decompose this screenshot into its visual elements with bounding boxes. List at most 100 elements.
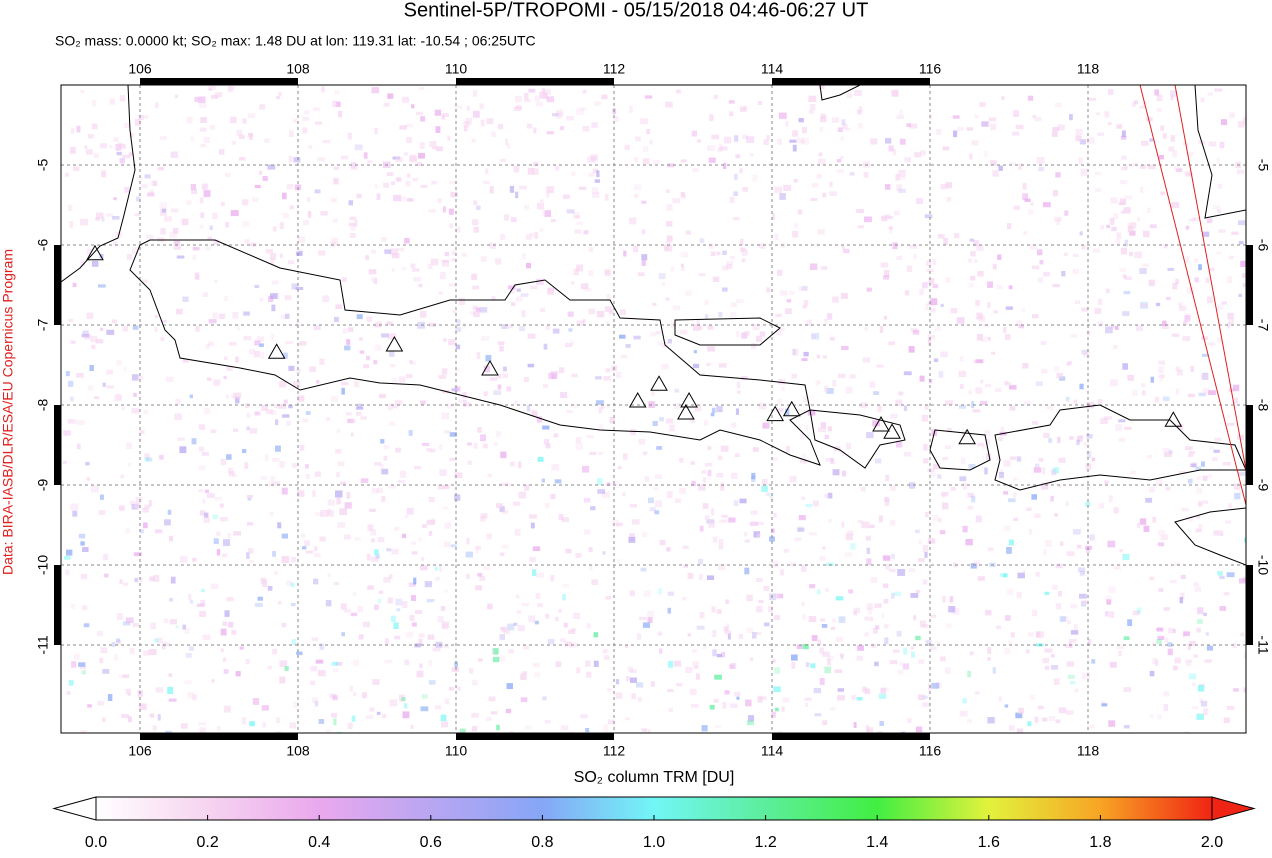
speckle (453, 105, 462, 109)
speckle (720, 445, 729, 452)
speckle (1051, 665, 1059, 670)
speckle (809, 584, 816, 589)
speckle (471, 726, 478, 732)
speckle (1097, 321, 1104, 327)
speckle (792, 230, 799, 238)
speckle (124, 186, 130, 193)
speckle (1184, 313, 1190, 320)
speckle (911, 651, 915, 658)
speckle (144, 453, 150, 459)
speckle (679, 487, 683, 494)
speckle (1121, 155, 1127, 160)
speckle (628, 536, 636, 543)
speckle (165, 730, 173, 733)
speckle (802, 644, 809, 650)
speckle (381, 333, 389, 338)
speckle (336, 472, 340, 478)
speckle (775, 707, 779, 712)
speckle (899, 661, 903, 667)
speckle (398, 694, 405, 702)
speckle (767, 493, 774, 497)
speckle (967, 505, 974, 510)
speckle (301, 546, 307, 550)
speckle (501, 324, 508, 329)
speckle (524, 484, 530, 491)
speckle (1026, 507, 1032, 512)
speckle (729, 311, 737, 319)
speckle (1101, 703, 1108, 707)
speckle (580, 714, 588, 719)
speckle (840, 451, 845, 457)
speckle (479, 307, 488, 313)
coast-lombok (929, 429, 991, 471)
speckle (926, 268, 935, 272)
speckle (828, 519, 832, 523)
speckle (469, 311, 476, 315)
speckle (148, 649, 157, 656)
speckle (554, 166, 560, 171)
speckle (1055, 603, 1062, 610)
speckle (888, 145, 894, 152)
volcano (481, 359, 499, 376)
speckle (380, 237, 387, 242)
speckle (410, 725, 414, 729)
speckle (527, 333, 536, 339)
speckle (332, 218, 338, 223)
speckle (666, 491, 673, 499)
speckle (1140, 304, 1149, 308)
speckle (1172, 282, 1178, 290)
speckle (319, 358, 325, 365)
speckle (444, 698, 450, 704)
speckle (651, 390, 655, 396)
speckle (595, 376, 602, 380)
speckle (1156, 108, 1162, 113)
speckle (889, 660, 898, 665)
speckle (94, 396, 100, 400)
speckle (571, 373, 578, 378)
speckle (279, 676, 286, 684)
speckle (1162, 320, 1167, 327)
speckle (216, 726, 221, 731)
speckle (895, 173, 900, 181)
speckle (80, 260, 85, 266)
speckle (810, 104, 816, 111)
speckle (1193, 654, 1199, 658)
speckle (1052, 190, 1059, 197)
speckle (857, 645, 864, 651)
speckle (490, 711, 498, 715)
speckle (202, 183, 208, 190)
speckle (1091, 659, 1096, 664)
speckle (455, 368, 460, 373)
speckle (789, 290, 795, 296)
speckle (229, 116, 237, 124)
speckle (998, 696, 1002, 702)
speckle (1122, 553, 1130, 561)
speckle (576, 667, 581, 674)
speckle (884, 637, 889, 645)
speckle (1170, 579, 1177, 584)
speckle (431, 180, 438, 185)
speckle (1023, 400, 1031, 406)
speckle (544, 720, 551, 724)
speckle (588, 547, 593, 553)
speckle (827, 426, 833, 432)
speckle (792, 130, 799, 137)
speckle (682, 487, 687, 494)
speckle (365, 255, 369, 261)
speckle (976, 312, 983, 320)
speckle (1059, 616, 1067, 623)
speckle (772, 659, 776, 663)
speckle (210, 583, 219, 590)
speckle (598, 451, 604, 456)
speckle (473, 226, 479, 233)
speckle (160, 319, 167, 323)
speckle (1202, 500, 1209, 505)
speckle (475, 205, 481, 210)
speckle (451, 388, 458, 392)
speckle (936, 641, 941, 645)
speckle (131, 247, 138, 254)
speckle (589, 564, 593, 571)
speckle (366, 553, 371, 561)
speckle (1187, 152, 1194, 157)
speckle (1198, 501, 1202, 507)
